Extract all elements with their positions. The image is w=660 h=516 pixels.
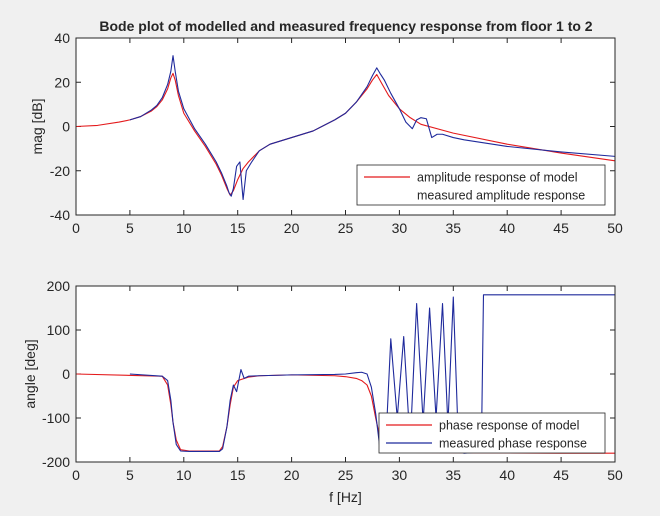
x-tick-label: 5 xyxy=(126,467,134,483)
x-tick-label: 15 xyxy=(230,467,246,483)
y-tick-label: -40 xyxy=(50,207,70,223)
x-tick-label: 50 xyxy=(607,220,623,236)
phase-tick-labels: 0 5 10 15 20 25 30 35 40 45 50 -200 -100 0 100 200 xyxy=(42,278,623,483)
phase-subplot: 0 5 10 15 20 25 30 35 40 45 50 -200 -100 0 100 200 angl… xyxy=(22,278,623,505)
x-tick-label: 10 xyxy=(176,467,192,483)
x-tick-label: 40 xyxy=(499,220,515,236)
legend-label-phase-measured: measured phase response xyxy=(439,437,587,451)
y-tick-label: 0 xyxy=(62,119,70,135)
magnitude-legend-box xyxy=(356,164,606,206)
phase-y-axis-label: angle [deg] xyxy=(22,339,38,408)
x-tick-label: 35 xyxy=(446,220,462,236)
figure-title: Bode plot of modelled and measured frequ… xyxy=(99,18,592,34)
phase-series-line-measured xyxy=(129,294,615,454)
x-tick-label: 0 xyxy=(72,467,80,483)
x-tick-label: 45 xyxy=(553,220,569,236)
x-tick-label: 30 xyxy=(392,467,408,483)
phase-legend-box xyxy=(378,412,606,454)
magnitude-plot-frame xyxy=(75,37,616,216)
y-tick-label: 200 xyxy=(47,278,71,294)
x-tick-label: 5 xyxy=(126,220,134,236)
magnitude-legend: amplitude response of model measured amp… xyxy=(356,164,606,206)
y-tick-label: 100 xyxy=(47,322,71,338)
magnitude-tick-labels: 0 5 10 15 20 25 30 35 40 45 50 -40 -20 0 20 40 xyxy=(50,30,623,236)
x-tick-label: 35 xyxy=(446,467,462,483)
y-tick-label: -200 xyxy=(42,454,70,470)
x-tick-label: 40 xyxy=(499,467,515,483)
y-tick-label: 40 xyxy=(54,30,70,46)
x-tick-label: 0 xyxy=(72,220,80,236)
x-tick-label: 20 xyxy=(284,467,300,483)
magnitude-y-axis-label: mag [dB] xyxy=(29,98,45,154)
x-tick-label: 10 xyxy=(176,220,192,236)
magnitude-series-line-model xyxy=(75,72,616,196)
magnitude-series-line-measured xyxy=(129,55,616,201)
x-tick-label: 25 xyxy=(338,467,354,483)
x-tick-label: 20 xyxy=(284,220,300,236)
x-tick-label: 25 xyxy=(338,220,354,236)
x-tick-label: 15 xyxy=(230,220,246,236)
legend-label-amplitude-measured: measured amplitude response xyxy=(417,189,585,203)
phase-plot-frame xyxy=(75,285,616,463)
legend-label-phase-model: phase response of model xyxy=(439,419,579,433)
x-tick-label: 50 xyxy=(607,467,623,483)
y-tick-label: -100 xyxy=(42,410,70,426)
magnitude-subplot: 0 5 10 15 20 25 30 35 40 45 50 -40 -20 0 20 40 mag [dB]… xyxy=(29,30,623,236)
x-tick-label: 30 xyxy=(392,220,408,236)
magnitude-series xyxy=(75,55,616,201)
phase-legend: phase response of model measured phase r… xyxy=(378,412,606,454)
y-tick-label: 0 xyxy=(62,366,70,382)
legend-label-amplitude-model: amplitude response of model xyxy=(417,171,578,185)
x-tick-label: 45 xyxy=(553,467,569,483)
y-tick-label: -20 xyxy=(50,163,70,179)
phase-x-axis-label: f [Hz] xyxy=(329,489,362,505)
y-tick-label: 20 xyxy=(54,74,70,90)
